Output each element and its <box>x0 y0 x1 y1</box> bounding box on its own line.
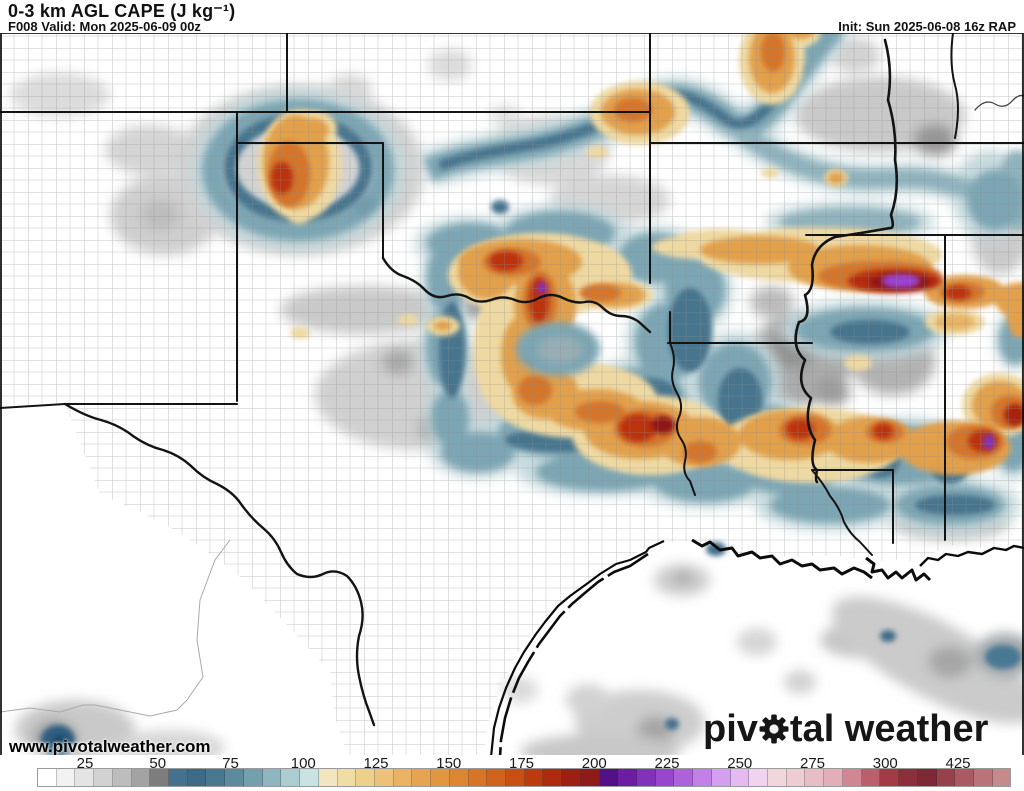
colorbar-cell <box>169 769 188 786</box>
colorbar-cell <box>393 769 413 786</box>
colorbar-cell <box>562 769 581 786</box>
colorbar-cell <box>768 769 787 786</box>
barrier-islands <box>498 552 649 758</box>
mississippi-river-border <box>794 38 899 484</box>
colorbar-cell <box>992 769 1011 786</box>
colorbar-cell <box>112 769 132 786</box>
colorbar-cell <box>599 769 619 786</box>
colorbar-cell <box>899 769 918 786</box>
colorbar: 25 50 75 100 125 150 175 200 225 250 275 300 425 <box>0 755 1024 791</box>
colorbar-cell <box>281 769 301 786</box>
colorbar-cell <box>655 769 675 786</box>
colorbar-cell <box>468 769 488 786</box>
colorbar-cell <box>805 769 825 786</box>
colorbar-tick-label: 175 <box>508 755 535 772</box>
gear-icon <box>759 714 789 744</box>
louisiana-coast <box>691 538 873 580</box>
sabine-river-border <box>669 342 696 496</box>
colorbar-cell <box>487 769 506 786</box>
colorbar-cell <box>131 769 151 786</box>
colorbar-cell <box>243 769 263 786</box>
colorbar-cell <box>318 769 338 786</box>
colorbar-cell <box>94 769 113 786</box>
colorbar-cell <box>300 769 319 786</box>
colorbar-cell <box>262 769 282 786</box>
colorbar-cell <box>75 769 95 786</box>
colorbar-tick-label: 425 <box>945 755 971 772</box>
colorbar-cell <box>580 769 600 786</box>
colorbar-tick-label: 75 <box>222 755 239 772</box>
coastline <box>489 538 1024 758</box>
colorbar-cell <box>38 769 57 786</box>
colorbar-cell <box>637 769 656 786</box>
rivers-layer <box>63 38 1024 727</box>
colorbar-cell <box>56 769 76 786</box>
colorbar-tick-label: 50 <box>149 755 167 772</box>
colorbar-cell <box>711 769 731 786</box>
colorbar-tick-labels: 25 50 75 100 125 150 175 200 225 250 275 300 425 <box>38 755 1010 772</box>
colorbar-scale <box>37 768 1011 787</box>
colorbar-cell <box>880 769 900 786</box>
colorbar-tick-label: 275 <box>799 755 826 772</box>
watermark-url: www.pivotalweather.com <box>9 737 211 756</box>
pivotal-weather-logo: piv tal weather <box>703 708 988 751</box>
colorbar-cell <box>786 769 806 786</box>
colorbar-tick-label: 25 <box>76 755 94 772</box>
colorbar-cell <box>412 769 432 786</box>
colorbar-cell <box>842 769 862 786</box>
colorbar-cell <box>449 769 469 786</box>
colorbar-cell <box>618 769 637 786</box>
colorbar-cell <box>374 769 394 786</box>
colorbar-tick-label: 300 <box>872 755 898 772</box>
valid-time-label: F008 Valid: Mon 2025-06-09 00z <box>8 19 201 34</box>
colorbar-cell <box>524 769 544 786</box>
colorbar-cell <box>543 769 563 786</box>
colorbar-tick-label: 250 <box>727 755 753 772</box>
texas-coast <box>489 540 665 758</box>
colorbar-cell <box>693 769 712 786</box>
mississippi-delta <box>865 556 932 582</box>
colorbar-cell <box>356 769 375 786</box>
colorbar-tick-label: 225 <box>654 755 680 772</box>
colorbar-cell <box>749 769 769 786</box>
logo-text-post: tal weather <box>789 708 989 750</box>
colorbar-cell <box>150 769 170 786</box>
colorbar-cell <box>337 769 357 786</box>
page-title: 0-3 km AGL CAPE (J kg⁻¹) <box>8 1 236 21</box>
colorbar-tick-label: 200 <box>581 755 607 772</box>
colorbar-tick-label: 150 <box>436 755 462 772</box>
colorbar-cell <box>206 769 226 786</box>
logo-text-pre: piv <box>703 708 758 750</box>
colorbar-cell <box>674 769 694 786</box>
state-borders-layer <box>0 32 1024 544</box>
colorbar-cell <box>955 769 974 786</box>
colorbar-cell <box>973 769 993 786</box>
colorbar-cell <box>936 769 956 786</box>
colorbar-cell <box>431 769 450 786</box>
colorbar-cell <box>861 769 881 786</box>
colorbar-tick-label: 100 <box>290 755 316 772</box>
colorbar-cell <box>187 769 207 786</box>
init-time-label: Init: Sun 2025-06-08 16z RAP <box>838 19 1016 34</box>
header: 0-3 km AGL CAPE (J kg⁻¹) F008 Valid: Mon… <box>0 0 1024 34</box>
red-river-border <box>381 256 652 334</box>
colorbar-cell <box>505 769 525 786</box>
colorbar-cell <box>225 769 244 786</box>
colorbar-cell <box>824 769 843 786</box>
colorbar-tick-label: 125 <box>363 755 389 772</box>
colorbar-cell <box>917 769 937 786</box>
rio-grande-border <box>63 402 376 727</box>
colorbar-cell <box>730 769 750 786</box>
